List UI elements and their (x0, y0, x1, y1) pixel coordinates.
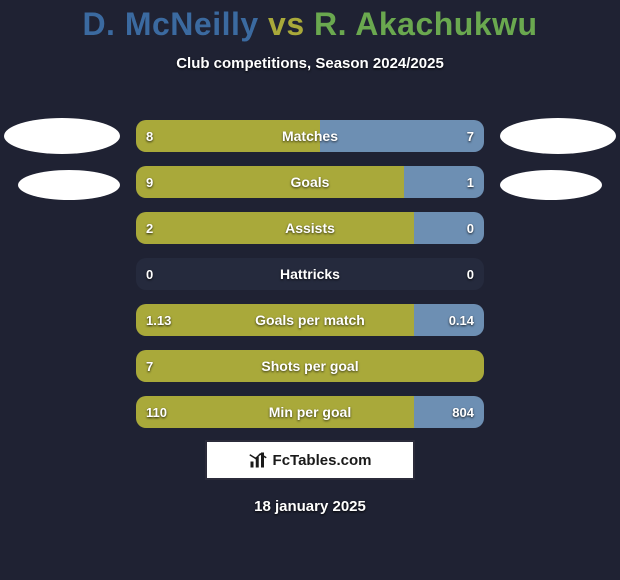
avatar-placeholder-icon (18, 170, 120, 200)
comparison-bars: 87Matches 91Goals 20Assists 0 0Hattricks 1.13… (136, 120, 484, 442)
stat-row: 20Assists (136, 212, 484, 244)
bar-left (136, 166, 404, 198)
bar-left (136, 350, 484, 382)
player2-name: R. Akachukwu (314, 6, 538, 42)
player1-name: D. McNeilly (82, 6, 258, 42)
bar-right (414, 212, 484, 244)
comparison-infographic: D. McNeilly vs R. Akachukwu Club competi… (0, 0, 620, 580)
vs-text: vs (268, 6, 305, 42)
bar-left (136, 120, 320, 152)
bar-right (414, 304, 484, 336)
footer-date: 18 january 2025 (0, 498, 620, 515)
stat-row: 0 0Hattricks (136, 258, 484, 290)
bar-left (136, 396, 414, 428)
stat-row: 7Shots per goal (136, 350, 484, 382)
stat-label: Hattricks (136, 258, 484, 290)
bar-left (136, 212, 414, 244)
bar-left (136, 304, 414, 336)
bar-right (404, 166, 484, 198)
stat-row: 87Matches (136, 120, 484, 152)
stat-row: 110804Min per goal (136, 396, 484, 428)
bar-chart-icon (249, 451, 267, 469)
page-title: D. McNeilly vs R. Akachukwu (0, 0, 620, 43)
avatar-placeholder-icon (500, 118, 616, 154)
avatar-placeholder-icon (500, 170, 602, 200)
bar-right (320, 120, 484, 152)
stat-value-left: 0 (146, 258, 153, 290)
site-name: FcTables.com (273, 452, 372, 469)
stat-row: 91Goals (136, 166, 484, 198)
bar-right (414, 396, 484, 428)
stat-value-right: 0 (467, 258, 474, 290)
stat-row: 1.130.14Goals per match (136, 304, 484, 336)
site-badge: FcTables.com (205, 440, 415, 480)
subtitle: Club competitions, Season 2024/2025 (0, 55, 620, 72)
avatar-placeholder-icon (4, 118, 120, 154)
